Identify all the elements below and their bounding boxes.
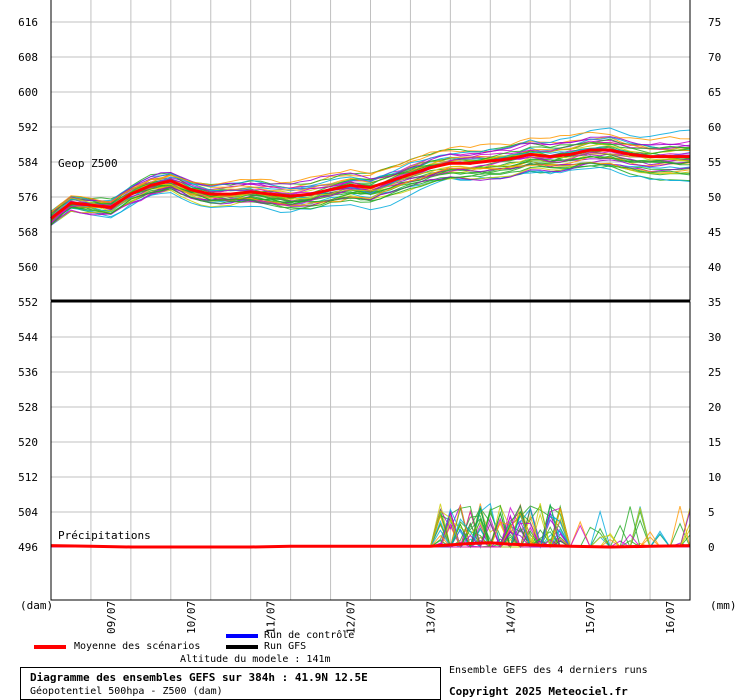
precip-label: Précipitations xyxy=(58,529,151,542)
footer-title-box: Diagramme des ensembles GEFS sur 384h : … xyxy=(20,667,441,700)
right-tick-label: 55 xyxy=(708,156,721,169)
left-tick-label: 544 xyxy=(18,331,38,344)
x-tick-label: 15/07 xyxy=(584,601,597,634)
right-tick-label: 65 xyxy=(708,86,721,99)
mean-precip-line xyxy=(50,541,691,549)
copyright: Copyright 2025 Meteociel.fr xyxy=(449,685,628,698)
right-unit: (mm) xyxy=(710,599,737,612)
left-tick-label: 512 xyxy=(18,471,38,484)
control-legend-swatch xyxy=(226,634,258,638)
left-tick-label: 568 xyxy=(18,226,38,239)
right-tick-label: 40 xyxy=(708,261,721,274)
right-tick-label: 75 xyxy=(708,16,721,29)
left-tick-label: 560 xyxy=(18,261,38,274)
x-tick-label: 12/07 xyxy=(345,601,358,634)
ensemble-member-line xyxy=(50,136,691,213)
right-tick-label: 30 xyxy=(708,331,721,344)
left-tick-label: 552 xyxy=(18,296,38,309)
geop-label: Geop Z500 xyxy=(58,157,118,170)
x-tick-label: 10/07 xyxy=(185,601,198,634)
left-tick-label: 600 xyxy=(18,86,38,99)
x-tick-label: 16/07 xyxy=(664,601,677,634)
altitude-label: Altitude du modele : 141m xyxy=(180,654,331,665)
ensemble-member-line xyxy=(50,162,691,220)
footer-subtitle: Géopotentiel 500hpa - Z500 (dam) xyxy=(30,686,223,697)
x-tick-label: 11/07 xyxy=(265,601,278,634)
left-tick-label: 504 xyxy=(18,506,38,519)
control-legend-label: Run de contrôle xyxy=(264,630,355,641)
left-tick-label: 616 xyxy=(18,16,38,29)
x-tick-label: 14/07 xyxy=(504,601,517,634)
chart-axes: 6166086005925845765685605525445365285205… xyxy=(18,0,721,634)
right-tick-label: 15 xyxy=(708,436,721,449)
right-tick-label: 70 xyxy=(708,51,721,64)
left-tick-label: 608 xyxy=(18,51,38,64)
mean-legend-swatch xyxy=(34,645,66,649)
ensemble-member-line xyxy=(50,142,691,217)
runs-note: Ensemble GEFS des 4 derniers runs xyxy=(449,665,648,676)
mean-legend-label: Moyenne des scénarios xyxy=(74,641,201,652)
right-tick-label: 0 xyxy=(708,541,715,554)
right-tick-label: 10 xyxy=(708,471,721,484)
left-tick-label: 576 xyxy=(18,191,38,204)
left-tick-label: 528 xyxy=(18,401,38,414)
right-tick-label: 25 xyxy=(708,366,721,379)
left-tick-label: 520 xyxy=(18,436,38,449)
x-tick-label: 13/07 xyxy=(424,601,437,634)
footer-title: Diagramme des ensembles GEFS sur 384h : … xyxy=(30,671,368,684)
right-tick-label: 5 xyxy=(708,506,715,519)
left-unit: (dam) xyxy=(20,599,53,612)
ensemble-member-line xyxy=(50,141,690,216)
right-tick-label: 45 xyxy=(708,226,721,239)
left-tick-label: 496 xyxy=(18,541,38,554)
right-tick-label: 60 xyxy=(708,121,721,134)
ensemble-member-line xyxy=(50,166,691,225)
x-tick-label: 09/07 xyxy=(105,601,118,634)
left-tick-label: 592 xyxy=(18,121,38,134)
left-tick-label: 584 xyxy=(18,156,38,169)
right-tick-label: 35 xyxy=(708,296,721,309)
gfs-legend-label: Run GFS xyxy=(264,641,307,652)
right-tick-label: 50 xyxy=(708,191,721,204)
mean-series xyxy=(50,148,691,549)
ensemble-member-line xyxy=(50,162,691,226)
right-tick-label: 20 xyxy=(708,401,721,414)
mean-z500-line xyxy=(50,148,690,220)
left-tick-label: 536 xyxy=(18,366,38,379)
gfs-legend-swatch xyxy=(226,645,258,649)
ensemble-member-line xyxy=(50,131,691,214)
